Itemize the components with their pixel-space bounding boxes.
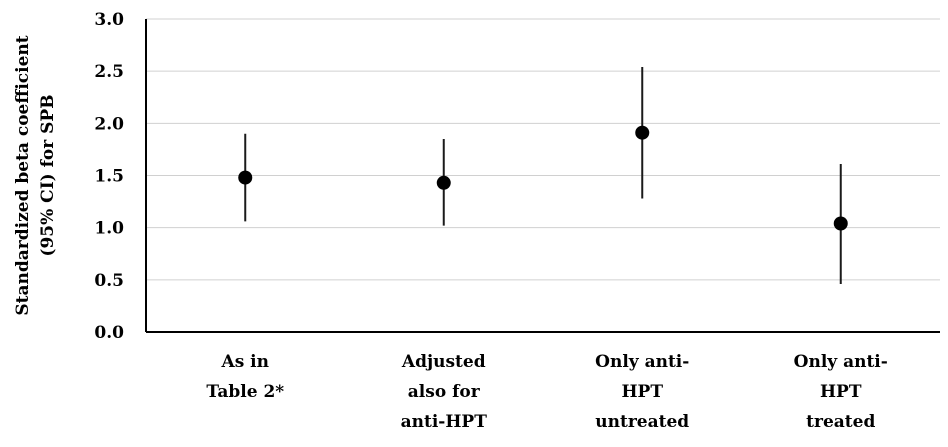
x-category-label: As in [221, 352, 270, 372]
data-point [436, 175, 451, 190]
y-tick-label: 1.0 [94, 219, 124, 239]
data-point [635, 125, 650, 140]
y-axis-title-line: (95% CI) for SPB [38, 94, 58, 256]
y-axis-title: Standardized beta coefficient (95% CI) fo… [13, 35, 58, 315]
y-axis-title-line: Standardized beta coefficient [13, 35, 33, 315]
y-tick-label: 2.5 [94, 62, 124, 82]
x-category-label: Table 2* [206, 382, 284, 402]
y-tick-label: 2.0 [94, 114, 124, 134]
data-point [238, 170, 253, 185]
x-category-label: Only anti- [794, 352, 888, 372]
gridlines [146, 18, 940, 281]
axes [145, 19, 940, 333]
y-tick-label: 3.0 [94, 10, 124, 30]
y-tick-label: 0.0 [94, 323, 124, 343]
y-tick-labels: 0.0 0.5 1.0 1.5 2.0 2.5 3.0 [94, 10, 124, 343]
x-category-label: HPT [820, 382, 862, 402]
x-category-label: anti-HPT [401, 412, 488, 432]
data-point [833, 216, 848, 231]
data-series [238, 66, 848, 285]
x-category-label: HPT [622, 382, 664, 402]
x-category-label: Only anti- [595, 352, 689, 372]
y-tick-label: 1.5 [94, 167, 124, 187]
x-category-labels: As in Table 2* Adjusted also for anti-HPT Onl… [206, 352, 888, 432]
x-category-label: Adjusted [401, 352, 486, 372]
x-category-label: also for [408, 382, 481, 402]
x-category-label: untreated [595, 412, 689, 432]
x-category-label: treated [806, 412, 875, 432]
y-tick-label: 0.5 [94, 271, 124, 291]
